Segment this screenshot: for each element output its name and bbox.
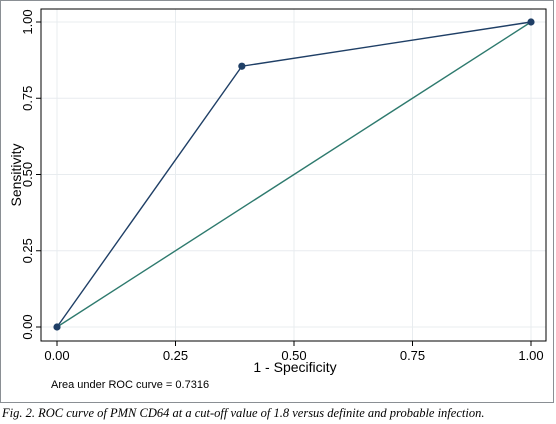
y-tick-label: 1.00: [20, 9, 35, 34]
roc-chart: 0.00 0.25 0.50 0.75 1.00 0.00 0.25 0.50 0.75 1.0…: [8, 8, 547, 391]
auc-annotation: Area under ROC curve = 0.7316: [51, 379, 209, 391]
y-axis-title: Sensitivity: [8, 143, 24, 206]
roc-point: [527, 18, 535, 26]
x-axis-ticks: 0.00 0.25 0.50 0.75 1.00: [44, 341, 544, 363]
y-axis-ticks: 0.00 0.25 0.50 0.75 1.00: [20, 9, 41, 340]
x-tick-label: 0.50: [281, 348, 306, 363]
roc-point: [53, 323, 61, 331]
roc-point: [238, 62, 246, 70]
figure-caption: Fig. 2. ROC curve of PMN CD64 at a cut-o…: [2, 406, 485, 420]
figure-frame: 0.00 0.25 0.50 0.75 1.00 0.00 0.25 0.50 0.75 1.0…: [0, 0, 554, 403]
x-tick-label: 0.00: [44, 348, 69, 363]
x-axis-title: 1 - Specificity: [253, 359, 336, 375]
x-tick-label: 0.75: [400, 348, 425, 363]
x-tick-label: 0.25: [163, 348, 188, 363]
x-tick-label: 1.00: [518, 348, 543, 363]
series: [53, 18, 535, 331]
grid-lines: [41, 9, 546, 341]
y-tick-label: 0.00: [20, 314, 35, 339]
reference-line: [56, 21, 532, 328]
y-tick-label: 0.25: [20, 238, 35, 263]
y-tick-label: 0.75: [20, 86, 35, 111]
y-tick-label: 0.50: [20, 162, 35, 187]
